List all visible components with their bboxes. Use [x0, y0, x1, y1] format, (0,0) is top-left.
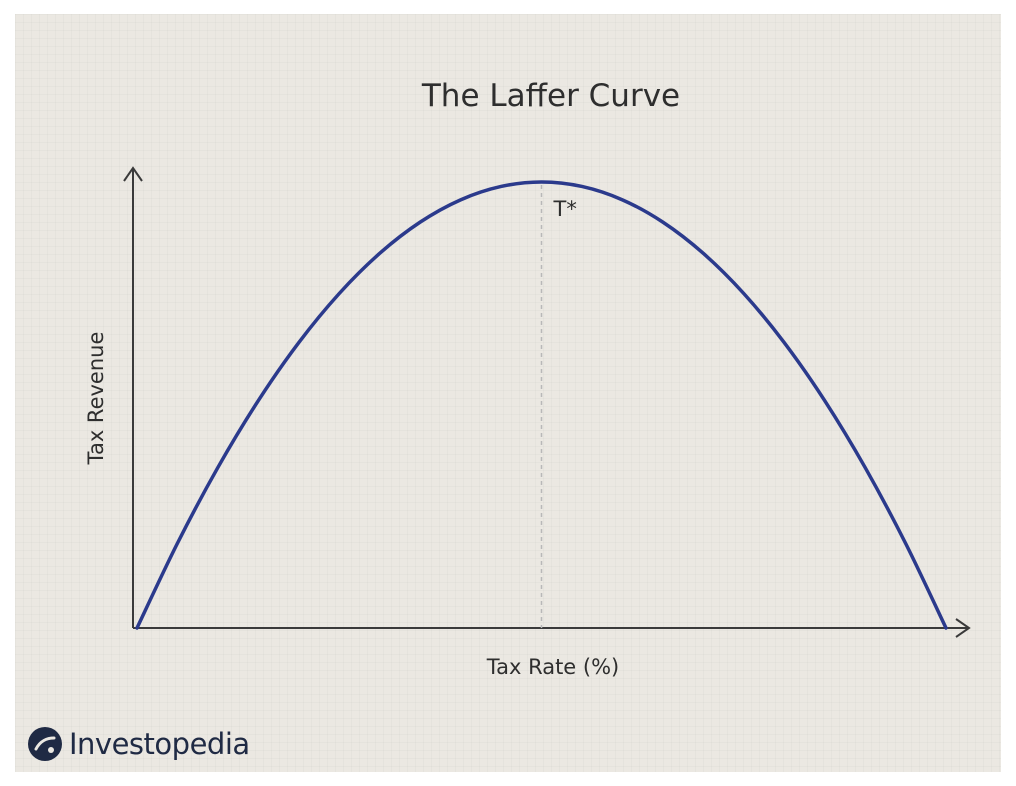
y-axis-label: Tax Revenue	[84, 332, 108, 466]
y-axis-arrow	[123, 166, 143, 182]
investopedia-logo: Investopedia	[27, 724, 250, 764]
laffer-curve-line	[135, 180, 948, 630]
chart-title: The Laffer Curve	[421, 78, 680, 114]
t-star-label: T*	[553, 197, 577, 221]
chart-panel	[15, 14, 1001, 772]
x-axis-arrow	[955, 618, 971, 638]
x-axis-label: Tax Rate (%)	[486, 655, 620, 679]
investopedia-logo-icon	[28, 727, 62, 761]
brand-name: Investopedia	[69, 727, 250, 761]
